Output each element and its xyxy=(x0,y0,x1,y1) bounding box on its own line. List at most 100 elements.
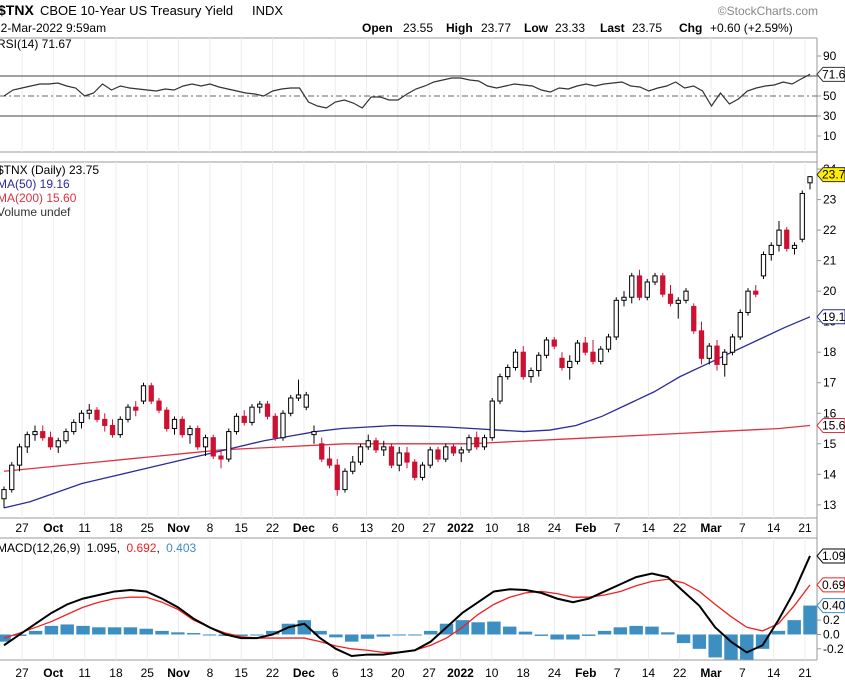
candle-body xyxy=(47,437,54,448)
macd-histogram-bar xyxy=(645,626,659,635)
candle-body xyxy=(427,449,433,466)
x-tick-label: 13 xyxy=(360,521,374,535)
candle-body xyxy=(179,418,185,436)
candle-body xyxy=(419,464,426,478)
candle-body xyxy=(350,461,356,472)
candle xyxy=(551,336,557,350)
macd-legend: MACD(12,26,9) 1.095, 0.692, 0.403 xyxy=(0,541,197,555)
macd-histogram-bar xyxy=(566,634,580,640)
candle xyxy=(249,404,255,426)
candle-body xyxy=(776,229,782,246)
x-tick-label: 8 xyxy=(207,521,214,535)
signal-legend-value: 0.692 xyxy=(126,541,156,555)
candle-body xyxy=(644,281,650,298)
candle xyxy=(295,379,302,402)
x-tick-label: 14 xyxy=(767,666,781,680)
candle xyxy=(109,419,116,438)
candle-body xyxy=(412,461,418,478)
x-tick-label: 8 xyxy=(207,666,214,680)
macd-histogram-bar xyxy=(503,626,517,635)
x-tick-label: 6 xyxy=(332,521,339,535)
candle xyxy=(226,428,232,463)
candle xyxy=(187,425,193,444)
rsi-legend: RSI(14) 71.67 xyxy=(0,37,72,51)
svg-text:15.60: 15.60 xyxy=(822,418,845,432)
candle-body xyxy=(140,385,147,402)
candle xyxy=(404,446,410,469)
candle-body xyxy=(520,351,526,378)
candle xyxy=(55,437,61,453)
rsi-tick-label: 10 xyxy=(823,129,837,143)
x-tick-label: 7 xyxy=(739,666,746,680)
candle xyxy=(288,394,294,417)
macd-histogram-bar xyxy=(281,623,296,635)
candle-body xyxy=(233,415,240,433)
x-tick-label: 24 xyxy=(548,666,562,680)
macd-histogram-bar xyxy=(661,632,675,635)
candle xyxy=(47,431,54,450)
candle-body xyxy=(799,192,805,240)
macd-histogram-bar xyxy=(803,605,817,635)
candle xyxy=(272,413,278,441)
x-tick-label: 22 xyxy=(673,521,687,535)
macd-histogram-bar xyxy=(344,634,359,642)
price-tick-label: 16 xyxy=(823,406,837,420)
hist-value-tag: 0.403 xyxy=(816,598,845,614)
x-tick-label: 15 xyxy=(235,666,249,680)
macd-histogram-bar xyxy=(423,630,438,635)
x-tick-label: 27 xyxy=(422,521,436,535)
macd-histogram-bar xyxy=(582,634,596,636)
macd-panel xyxy=(0,555,817,660)
candle-body xyxy=(117,418,123,436)
macd-histogram-bar xyxy=(265,630,280,635)
x-tick-label: 14 xyxy=(642,666,656,680)
candle-body xyxy=(388,446,395,466)
candle xyxy=(458,446,464,463)
x-tick-label: 2022 xyxy=(447,666,474,680)
candle xyxy=(528,367,534,383)
candle-body xyxy=(574,342,581,362)
candle xyxy=(512,349,519,371)
candle xyxy=(233,413,240,435)
macd-histogram-bar xyxy=(76,625,90,635)
macd-histogram-bar xyxy=(740,634,754,660)
candle xyxy=(807,176,813,190)
macd-histogram-bar xyxy=(376,634,391,637)
x-tick-label: 20 xyxy=(391,521,405,535)
x-tick-label: 18 xyxy=(516,521,530,535)
candle xyxy=(791,242,798,255)
candle-body xyxy=(280,412,286,439)
candle xyxy=(140,382,147,405)
security-name: CBOE 10-Year US Treasury Yield xyxy=(40,3,233,18)
candle xyxy=(257,401,263,414)
candle-body xyxy=(210,437,216,457)
candle-body xyxy=(745,290,751,314)
candle-body xyxy=(443,446,449,460)
candle-body xyxy=(613,299,619,338)
timestamp: 22-Mar-2022 9:59am xyxy=(0,21,106,35)
x-tick-label: 14 xyxy=(642,521,656,535)
candle-body xyxy=(295,394,302,399)
candle-body xyxy=(753,290,759,295)
candle xyxy=(171,416,178,435)
candle-body xyxy=(598,348,604,362)
candle xyxy=(357,443,364,466)
candle-body xyxy=(342,470,348,491)
date-axes: 27 Oct 11 18 25 Nov 8 15 22 Dec 6 13 20 27 2022 10 18 24 F… xyxy=(15,521,812,680)
x-tick-label: Dec xyxy=(293,666,315,680)
rsi-tick-label: 30 xyxy=(823,109,837,123)
candle xyxy=(9,462,15,493)
x-tick-label: 27 xyxy=(15,666,29,680)
candle xyxy=(582,336,588,356)
candle xyxy=(621,291,627,307)
last-price-tag: 23.75 xyxy=(816,167,845,183)
candle xyxy=(419,462,426,481)
candle xyxy=(342,468,348,493)
candle-body xyxy=(706,345,712,359)
candle-body xyxy=(450,446,457,454)
ma200-legend-label: MA(200) 15.60 xyxy=(0,191,77,205)
candle-body xyxy=(729,336,736,353)
price-tick-label: 17 xyxy=(823,376,837,390)
rsi-line xyxy=(3,73,811,109)
candle xyxy=(86,404,92,420)
